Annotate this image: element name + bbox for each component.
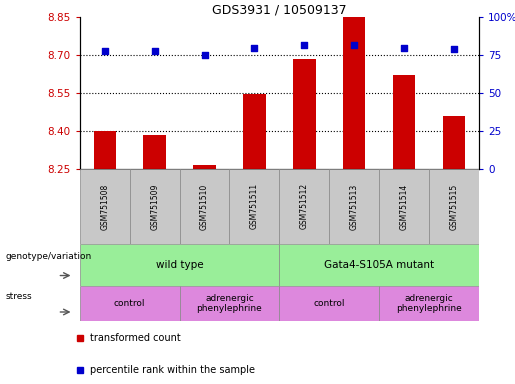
Bar	[279, 244, 479, 286]
Text: GSM751511: GSM751511	[250, 183, 259, 230]
Text: GSM751512: GSM751512	[300, 183, 309, 230]
Point	[450, 46, 458, 52]
Text: adrenergic
phenylephrine: adrenergic phenylephrine	[197, 294, 262, 313]
Text: GSM751515: GSM751515	[450, 183, 458, 230]
Text: transformed count: transformed count	[90, 333, 181, 343]
Text: wild type: wild type	[156, 260, 203, 270]
Bar	[393, 75, 415, 169]
Bar	[180, 169, 230, 244]
Text: GSM751509: GSM751509	[150, 183, 159, 230]
Point	[250, 45, 259, 51]
Bar	[443, 116, 465, 169]
Text: Gata4-S105A mutant: Gata4-S105A mutant	[324, 260, 434, 270]
Bar	[429, 169, 479, 244]
Point	[400, 45, 408, 51]
Text: control: control	[114, 299, 145, 308]
Bar	[329, 169, 379, 244]
Bar	[379, 169, 429, 244]
Text: GSM751513: GSM751513	[350, 183, 359, 230]
Bar	[144, 135, 166, 169]
Bar	[80, 286, 180, 321]
Bar	[293, 59, 316, 169]
Bar	[343, 17, 366, 169]
Bar	[180, 286, 279, 321]
Point	[200, 52, 209, 58]
Point	[300, 41, 308, 48]
Bar	[379, 286, 479, 321]
Bar	[243, 94, 266, 169]
Text: control: control	[314, 299, 345, 308]
Text: adrenergic
phenylephrine: adrenergic phenylephrine	[396, 294, 462, 313]
Point	[350, 41, 358, 48]
Text: stress: stress	[5, 292, 32, 301]
Bar	[230, 169, 279, 244]
Text: genotype/variation: genotype/variation	[5, 252, 91, 261]
Bar	[80, 169, 130, 244]
Title: GDS3931 / 10509137: GDS3931 / 10509137	[212, 3, 347, 16]
Bar	[130, 169, 180, 244]
Text: GSM751510: GSM751510	[200, 183, 209, 230]
Bar	[279, 169, 329, 244]
Point	[150, 48, 159, 54]
Bar	[80, 244, 279, 286]
Text: GSM751508: GSM751508	[100, 183, 109, 230]
Point	[100, 48, 109, 54]
Text: GSM751514: GSM751514	[400, 183, 408, 230]
Bar	[94, 131, 116, 169]
Bar	[279, 286, 379, 321]
Text: percentile rank within the sample: percentile rank within the sample	[90, 365, 255, 375]
Bar	[193, 165, 216, 169]
